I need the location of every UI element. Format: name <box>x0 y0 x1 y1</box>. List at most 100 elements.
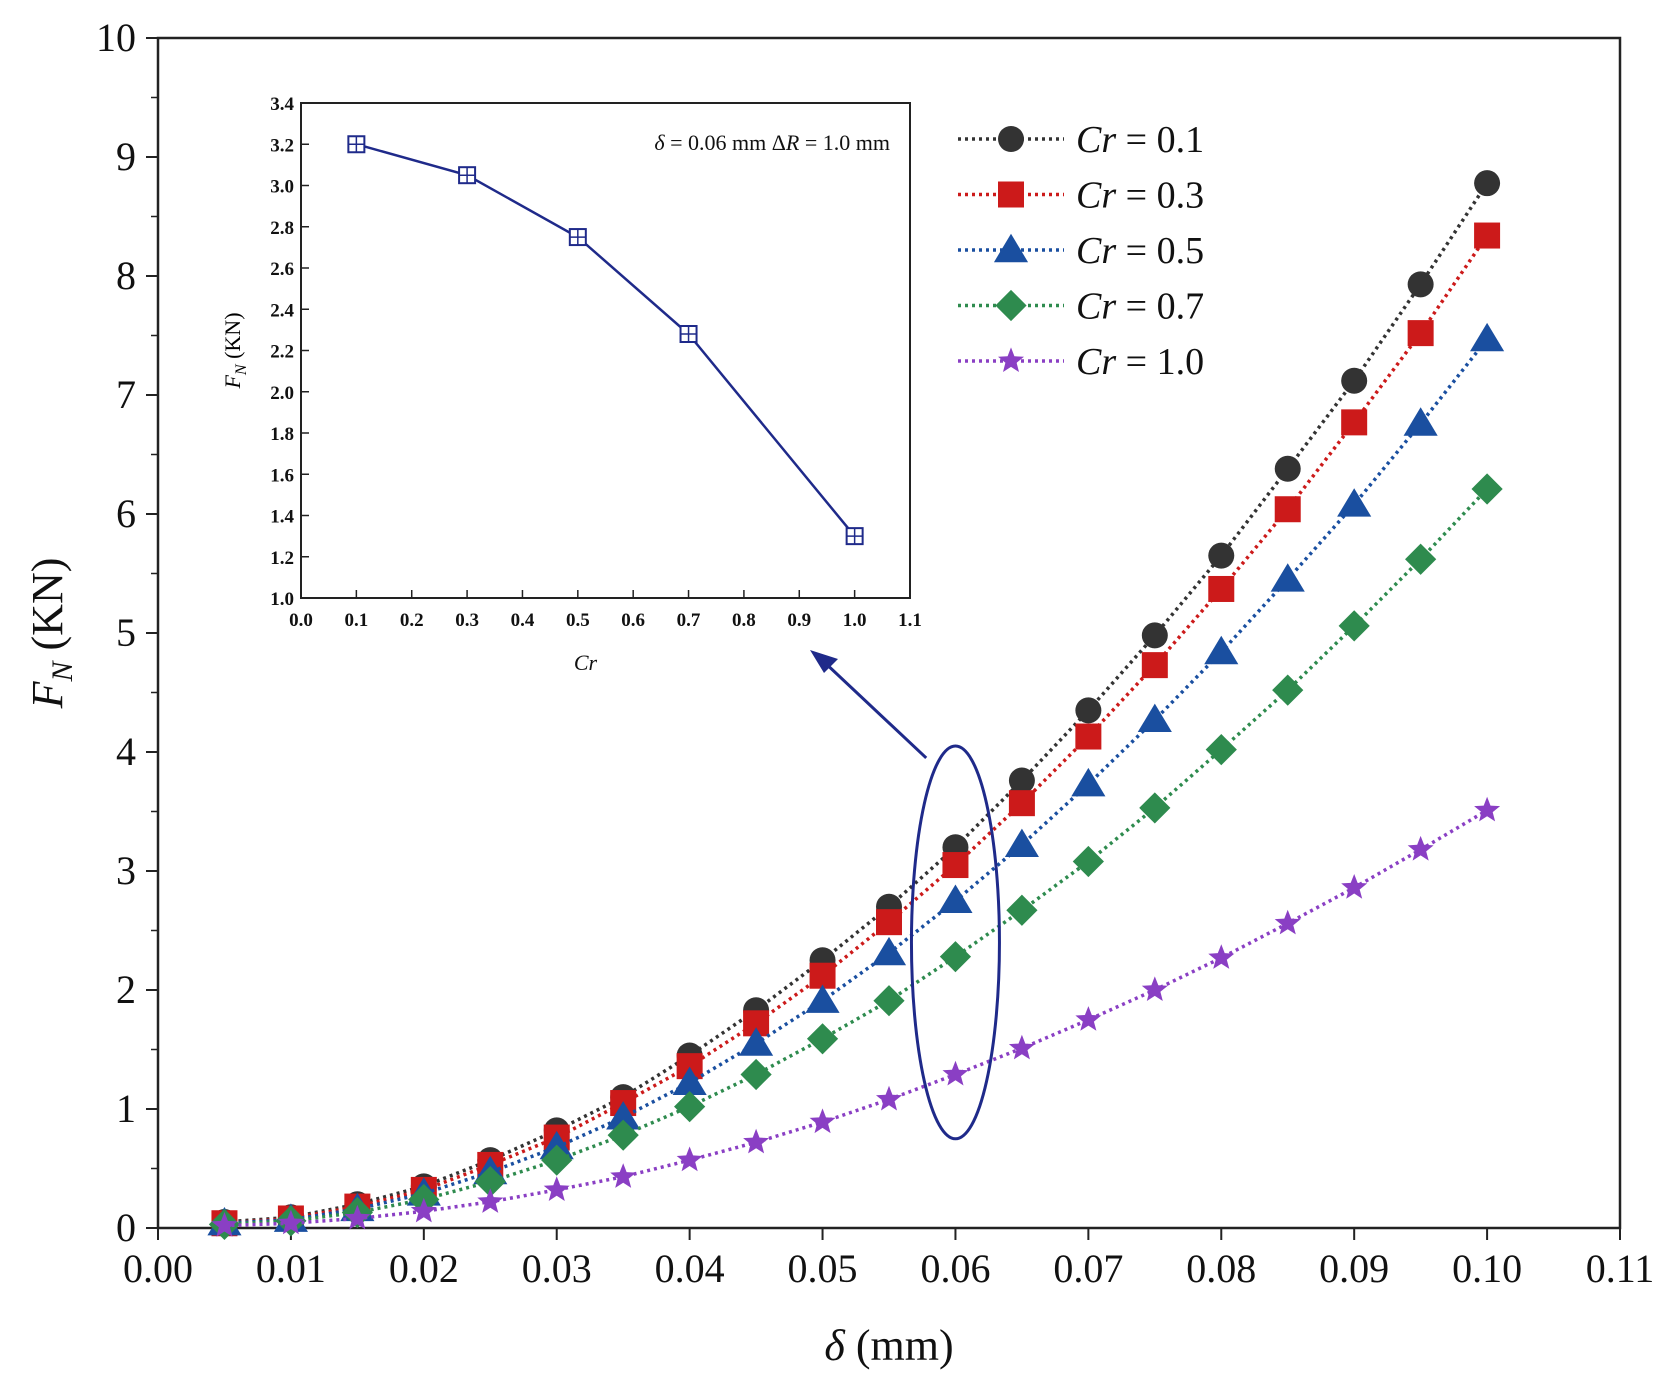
data-point <box>1470 322 1505 352</box>
data-point <box>477 1188 504 1213</box>
data-point <box>1337 488 1372 517</box>
data-point <box>1407 835 1434 861</box>
x-tick-label: 0.08 <box>1186 1246 1256 1291</box>
data-point <box>1141 976 1168 1001</box>
inset-data-point <box>568 228 587 247</box>
data-point <box>1141 652 1168 679</box>
inset-data-point <box>679 325 698 343</box>
inset-x-tick-label: 0.5 <box>566 610 590 631</box>
inset-plot: 0.0 0.1 0.2 0.3 0.4 0.5 0.6 0.7 0.8 0.9 1.0 1.1 1.0 1… <box>220 94 922 675</box>
series-line <box>224 808 1488 1228</box>
data-point <box>998 126 1024 152</box>
pointer-arrow-line <box>820 658 928 760</box>
data-point <box>939 941 972 973</box>
data-point <box>344 1204 371 1230</box>
data-point <box>1341 367 1368 394</box>
x-tick-label: 0.00 <box>123 1246 193 1291</box>
y-axis-title-group: FN (KN) <box>23 558 79 710</box>
data-point <box>1338 610 1370 642</box>
y-tick-label: 9 <box>116 134 136 179</box>
data-point <box>1139 792 1171 824</box>
data-point <box>410 1197 437 1223</box>
x-tick-label: 0.09 <box>1319 1246 1389 1291</box>
inset-x-tick-label: 0.9 <box>787 610 811 631</box>
data-point <box>672 1066 707 1096</box>
y-tick-label: 4 <box>116 729 136 774</box>
legend-entry: Cr = 0.3 <box>958 175 1204 217</box>
inset-x-tick-label: 0.7 <box>677 610 701 631</box>
data-point <box>938 884 973 913</box>
y-tick-label: 3 <box>116 848 136 893</box>
data-point <box>809 962 836 989</box>
legend-label: Cr = 0.1 <box>1076 119 1204 161</box>
data-point <box>1270 563 1305 592</box>
data-point <box>211 1212 238 1237</box>
data-point <box>1341 409 1368 436</box>
x-tick-label: 0.02 <box>389 1246 459 1291</box>
data-point <box>541 1144 573 1176</box>
data-point <box>1141 622 1168 649</box>
inset-x-tick-label: 0.4 <box>511 610 535 631</box>
y-tick-label: 0 <box>116 1205 136 1250</box>
data-point <box>606 1101 641 1130</box>
data-point <box>1341 874 1368 899</box>
x-tick-label: 0.05 <box>788 1246 858 1291</box>
inset-y-tick-label: 1.8 <box>270 424 294 445</box>
x-tick-label: 0.06 <box>920 1246 990 1291</box>
data-point <box>1407 271 1434 298</box>
data-point <box>995 289 1027 322</box>
data-point <box>1205 734 1237 766</box>
data-point <box>1474 796 1501 822</box>
data-point <box>942 852 969 879</box>
data-point <box>1071 767 1106 797</box>
x-axis-title: δ (mm) <box>824 1321 953 1370</box>
legend-label: Cr = 1.0 <box>1076 341 1204 383</box>
data-point <box>1075 1006 1102 1031</box>
data-point <box>1008 790 1035 817</box>
data-point <box>1072 845 1104 878</box>
data-point <box>1274 496 1301 523</box>
x-tick-label: 0.10 <box>1452 1246 1522 1291</box>
data-point <box>806 1023 839 1055</box>
main-series-group <box>207 170 1505 1241</box>
data-point <box>1008 1034 1035 1060</box>
inset-x-tick-label: 0.3 <box>455 610 479 631</box>
y-tick-label: 2 <box>116 967 136 1012</box>
inset-x-tick-label: 1.0 <box>843 610 867 631</box>
inset-x-tick-label: 0.2 <box>400 610 424 631</box>
data-point <box>1474 170 1501 197</box>
data-point <box>998 347 1024 372</box>
inset-x-axis-title: Cr <box>574 650 598 675</box>
main-plot-area: 0.00 0.01 0.02 0.03 0.04 0.05 0.06 0.07 0.08 0.09… <box>23 15 1653 1370</box>
data-point <box>1274 455 1301 482</box>
legend-label: Cr = 0.3 <box>1076 175 1204 217</box>
highlight-ellipse <box>909 744 1001 1141</box>
legend-label: Cr = 0.5 <box>1076 230 1204 272</box>
data-point <box>998 181 1024 208</box>
inset-y-tick-label: 1.0 <box>270 589 294 610</box>
legend-entry: Cr = 0.7 <box>958 286 1204 328</box>
data-point <box>1004 828 1039 858</box>
data-point <box>1137 703 1172 733</box>
data-point <box>1075 723 1102 750</box>
inset-data-point <box>347 135 366 154</box>
data-point <box>809 1108 836 1134</box>
data-point <box>543 1176 570 1201</box>
inset-frame <box>300 102 911 599</box>
data-point <box>993 233 1029 263</box>
data-point <box>474 1165 506 1198</box>
x-tick-label: 0.01 <box>256 1246 326 1291</box>
data-point <box>1407 320 1434 347</box>
inset-y-tick-label: 3.4 <box>270 94 294 115</box>
inset-data-point <box>458 166 477 185</box>
data-point <box>1204 635 1239 665</box>
y-tick-label: 10 <box>96 15 136 60</box>
inset-y-axis-title-group: FN (KN) <box>220 312 250 389</box>
data-point <box>1008 767 1035 794</box>
inset-x-tick-label: 0.6 <box>621 610 645 631</box>
inset-x-tick-label: 0.0 <box>289 610 313 631</box>
data-point <box>942 1060 969 1086</box>
data-point <box>1208 542 1235 569</box>
pointer-arrow-head <box>810 650 838 673</box>
data-point <box>674 1091 706 1123</box>
